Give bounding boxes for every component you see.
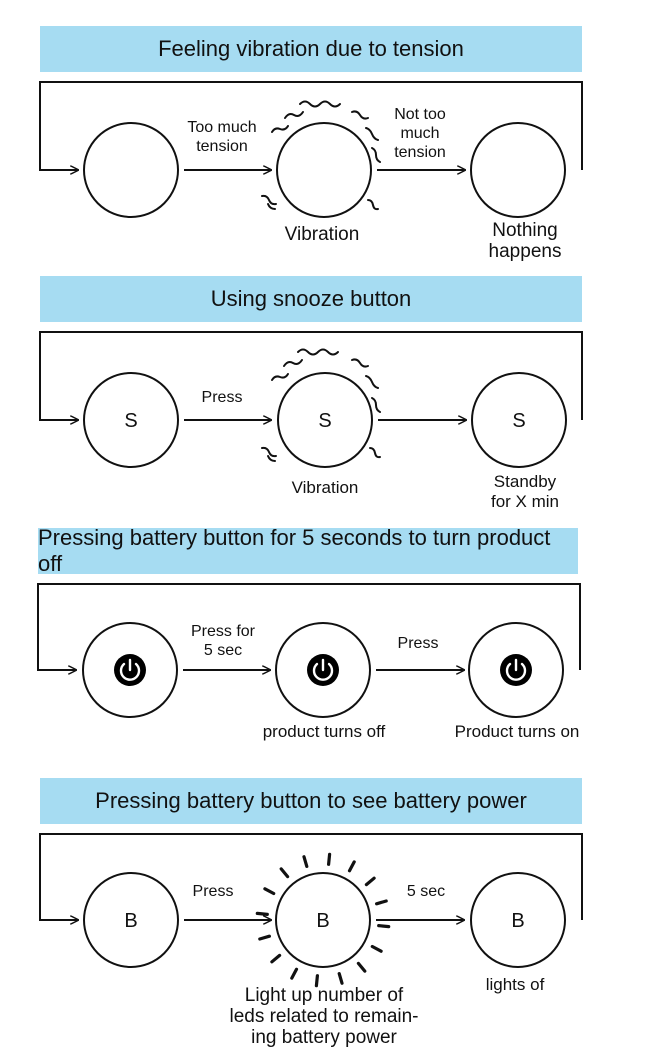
light-ray — [258, 934, 271, 941]
node-3-label-line: Nothing — [492, 220, 558, 241]
loop-line — [37, 583, 581, 670]
edge-2-label-line: Not too — [394, 106, 446, 123]
node-3-label-line: for X min — [490, 492, 560, 511]
node-2-letter: B — [316, 910, 329, 932]
light-ray — [364, 876, 376, 887]
light-ray — [370, 944, 383, 953]
light-ray — [356, 961, 367, 973]
vibration-squiggles — [261, 100, 381, 211]
edge-1-label-line: Press — [201, 389, 243, 406]
node-2-label-line: Light up number of — [244, 985, 404, 1006]
edge-2-label: 5 sec — [386, 882, 466, 901]
light-ray — [270, 953, 282, 964]
node-1-letter: B — [124, 910, 137, 932]
light-ray — [290, 967, 299, 980]
loop-line — [39, 331, 583, 420]
section-2-title: Using snooze button — [40, 276, 582, 322]
edge-1-label-line: Press — [192, 883, 234, 900]
node-3-circle — [471, 372, 567, 468]
section-1-title: Feeling vibration due to tension — [40, 26, 582, 72]
edge-1-label-line: Too much — [187, 119, 257, 136]
loop-line — [39, 81, 583, 170]
node-2-label: Vibration — [260, 224, 384, 245]
edge-1-label: Press — [182, 388, 262, 407]
node-3-label-line: happens — [488, 241, 562, 262]
light-rays — [255, 852, 391, 988]
section-2-diagram: S S S — [39, 331, 583, 468]
light-ray — [347, 860, 356, 873]
edge-1-label-line: tension — [196, 138, 248, 155]
node-3-circle — [470, 122, 566, 218]
edge-1-label-line: 5 sec — [203, 642, 243, 659]
section-3-diagram — [37, 583, 581, 718]
power-icon — [114, 654, 146, 686]
vibration-squiggles — [261, 348, 381, 462]
edge-1-label: Too much tension — [176, 118, 268, 156]
light-ray — [255, 911, 269, 917]
edge-2-label-line: tension — [394, 144, 446, 161]
node-3-circle — [470, 872, 566, 968]
edge-2-label: Not too much tension — [380, 105, 460, 162]
node-2-letter: S — [318, 410, 331, 432]
light-ray — [337, 971, 344, 985]
node-2-label-line: product turns off — [262, 722, 386, 741]
node-3-label-line: Product turns on — [454, 722, 580, 741]
node-1-circle — [83, 372, 179, 468]
light-ray — [279, 867, 290, 879]
node-2-circle — [276, 122, 372, 218]
section-4-title: Pressing battery button to see battery p… — [40, 778, 582, 824]
node-2-label: Vibration — [265, 478, 385, 498]
edge-2-label-line: Press — [397, 635, 439, 652]
node-2-label-line: Vibration — [284, 224, 360, 245]
node-2-label: Light up number of leds related to remai… — [228, 985, 420, 1048]
loop-line — [39, 833, 583, 920]
section-1-diagram — [39, 81, 583, 218]
node-1-circle — [83, 872, 179, 968]
edge-2-label: Press — [380, 634, 456, 653]
light-ray — [377, 923, 391, 929]
node-3-label: Product turns on — [441, 722, 593, 742]
edge-2-label-line: 5 sec — [406, 883, 446, 900]
edge-1-label: Press — [180, 882, 246, 901]
node-3-label: Nothing happens — [470, 220, 580, 262]
light-ray — [375, 899, 388, 906]
node-2-label: product turns off — [243, 722, 405, 742]
node-2-label-line: Vibration — [291, 478, 359, 497]
power-icon — [500, 654, 532, 686]
node-3-letter: S — [512, 410, 525, 432]
node-3-letter: B — [511, 910, 524, 932]
edge-1-label-line: Press for — [190, 623, 255, 640]
edge-2-label-line: much — [400, 125, 440, 142]
node-3-label-line: lights of — [485, 975, 545, 994]
light-ray — [302, 855, 309, 869]
light-ray — [327, 852, 332, 866]
light-ray — [263, 887, 276, 896]
power-icon — [307, 654, 339, 686]
node-3-label-line: Standby — [493, 472, 557, 491]
node-2-circle — [277, 372, 373, 468]
node-2-label-line: leds related to remain- — [229, 1006, 419, 1027]
node-2-circle — [275, 872, 371, 968]
section-4-diagram: B B B — [39, 833, 583, 988]
edge-1-label: Press for 5 sec — [180, 622, 266, 660]
light-ray — [314, 974, 319, 988]
node-2-label-line: ing battery power — [251, 1027, 397, 1048]
section-3-title: Pressing battery button for 5 seconds to… — [38, 525, 578, 576]
node-1-letter: S — [124, 410, 137, 432]
node-1-circle — [83, 122, 179, 218]
node-3-label: lights of — [470, 975, 560, 995]
node-3-label: Standby for X min — [470, 472, 580, 512]
